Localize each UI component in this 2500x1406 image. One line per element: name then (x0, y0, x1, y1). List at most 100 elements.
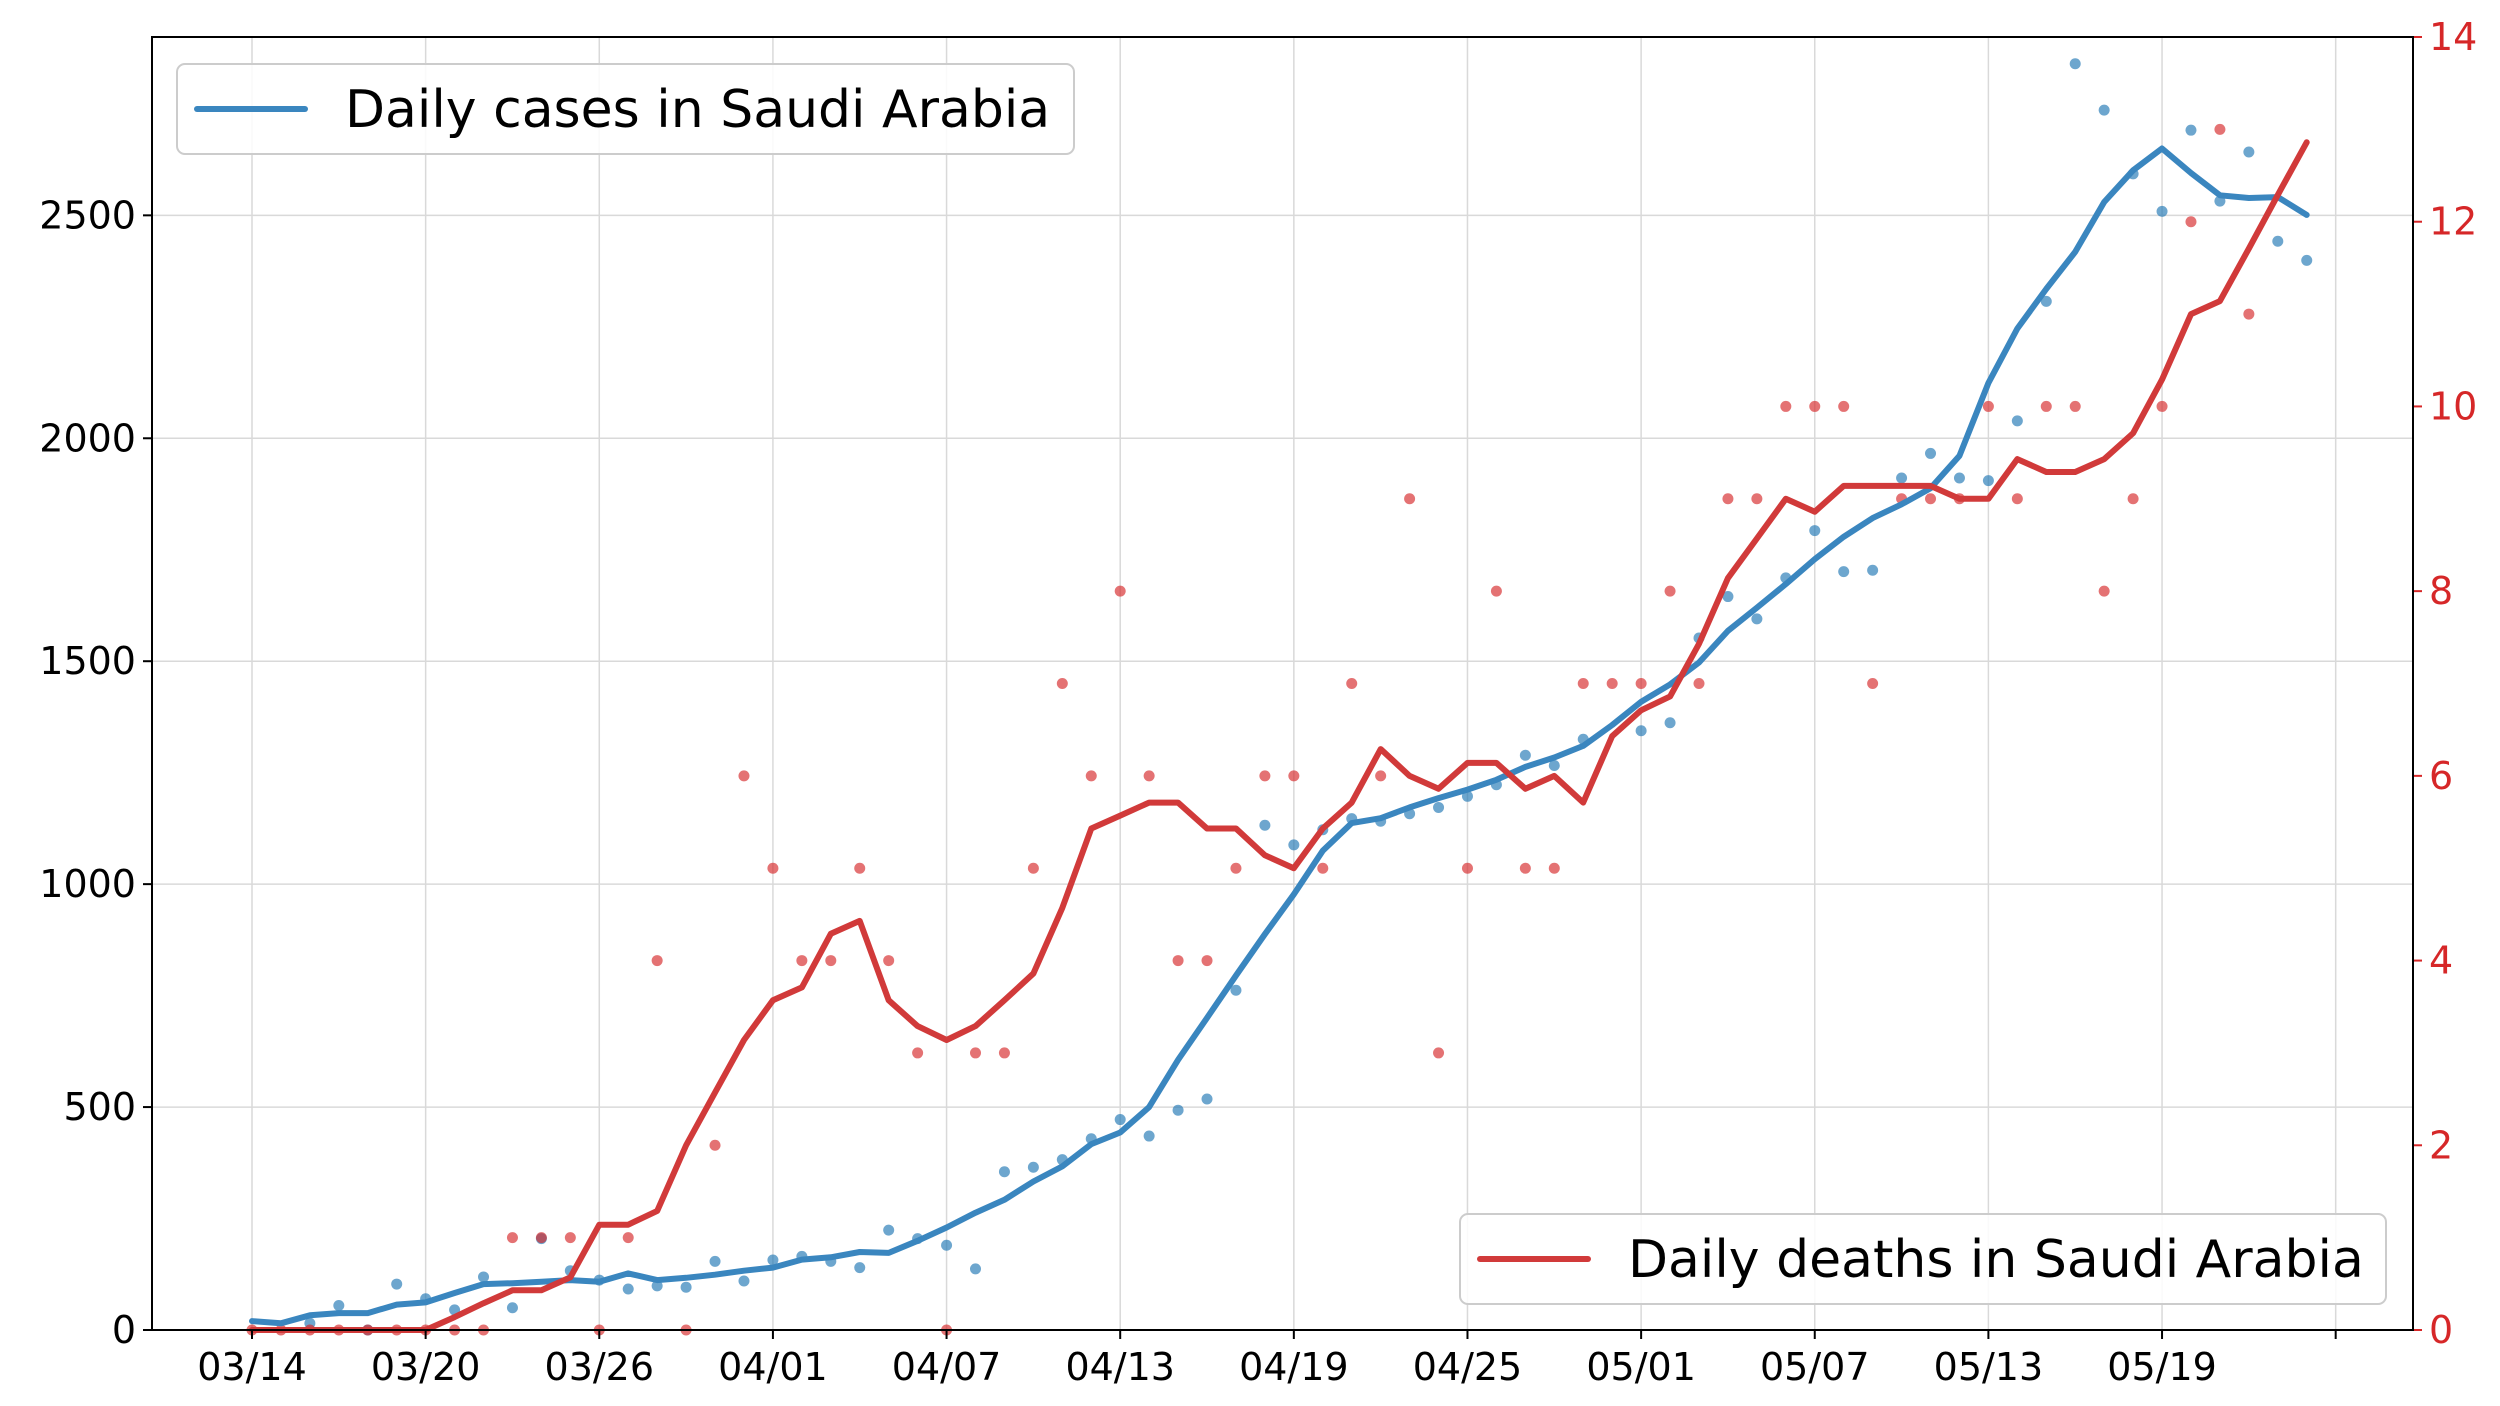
death-point (767, 862, 779, 874)
y-right-tick-label: 12 (2429, 200, 2477, 244)
case-point (1809, 525, 1821, 537)
death-point (1143, 770, 1155, 782)
death-point (1809, 400, 1821, 412)
y-left-tick-label: 1500 (39, 639, 136, 683)
death-point (1635, 678, 1647, 689)
case-point (1751, 613, 1763, 625)
death-point (1490, 585, 1502, 597)
death-point (1838, 400, 1850, 412)
case-point (738, 1275, 750, 1287)
death-point (883, 955, 895, 967)
case-point (1114, 1114, 1126, 1126)
x-tick-label: 04/13 (1065, 1345, 1175, 1389)
plot-frame (151, 36, 2414, 1331)
case-point (1664, 717, 1676, 729)
death-point (825, 955, 837, 967)
death-point (2011, 493, 2023, 505)
death-point (1201, 955, 1213, 967)
death-point (2185, 216, 2197, 228)
death-point (506, 1232, 518, 1244)
x-tick-label: 04/07 (892, 1345, 1002, 1389)
case-point (2243, 146, 2255, 158)
death-point (912, 1047, 924, 1059)
death-point (738, 770, 750, 782)
death-point (1548, 862, 1560, 874)
death-point (1172, 955, 1184, 967)
grid-lines (152, 37, 2413, 1331)
x-tick-label: 03/26 (545, 1345, 655, 1389)
death-point (1404, 493, 1416, 505)
case-point (2098, 104, 2110, 116)
death-point (535, 1232, 547, 1244)
death-point (622, 1232, 634, 1244)
y-left-tick-label: 2000 (39, 416, 136, 460)
case-point (970, 1263, 981, 1275)
death-point (1346, 678, 1358, 689)
case-point (1519, 749, 1531, 761)
death-point (1519, 862, 1531, 874)
death-point (1982, 400, 1994, 412)
case-point (1722, 591, 1734, 603)
case-point (651, 1280, 663, 1292)
y-right-tick-label: 8 (2429, 569, 2453, 613)
death-point (1722, 493, 1734, 505)
death-point (2214, 123, 2226, 135)
death-point (2127, 493, 2139, 505)
x-tick-label: 03/14 (197, 1345, 307, 1389)
case-point (883, 1224, 895, 1236)
death-point (1461, 862, 1473, 874)
series-lines (249, 139, 2310, 1333)
y-right-tick-label: 10 (2429, 384, 2477, 428)
death-point (2040, 400, 2052, 412)
death-point (1085, 770, 1097, 782)
case-point (998, 1166, 1010, 1178)
data-points (246, 58, 2313, 1336)
y-right-tick-label: 0 (2429, 1308, 2453, 1352)
case-point (333, 1299, 345, 1311)
case-point (1201, 1093, 1213, 1105)
case-point (1925, 447, 1937, 459)
cases-line (249, 145, 2310, 1327)
death-point (1751, 493, 1763, 505)
death-point (1114, 585, 1126, 597)
x-tick-label: 04/25 (1413, 1345, 1523, 1389)
death-point (2243, 308, 2255, 320)
death-point (998, 1047, 1010, 1059)
case-point (478, 1271, 490, 1283)
y-left-tick-label: 500 (63, 1085, 136, 1129)
case-point (622, 1283, 634, 1295)
x-tick-label: 05/01 (1586, 1345, 1696, 1389)
death-point (1027, 862, 1039, 874)
x-tick-label: 04/19 (1239, 1345, 1349, 1389)
case-point (1982, 475, 1994, 487)
case-point (1548, 760, 1560, 772)
y-right-tick-label: 2 (2429, 1123, 2453, 1167)
case-point (1867, 564, 1879, 576)
death-point (1925, 493, 1937, 505)
x-tick-label: 05/13 (1934, 1345, 2044, 1389)
y-left-tick-label: 0 (112, 1308, 136, 1352)
death-point (2098, 585, 2110, 597)
death-point (2069, 400, 2081, 412)
death-point (970, 1047, 981, 1059)
case-point (709, 1255, 721, 1267)
case-point (1027, 1161, 1039, 1173)
legend-cases: Daily cases in Saudi Arabia (176, 63, 1075, 155)
case-point (1953, 472, 1965, 484)
case-point (1172, 1104, 1184, 1116)
y-left-tick-label: 1000 (39, 862, 136, 906)
death-point (1664, 585, 1676, 597)
case-point (391, 1278, 403, 1290)
legend-deaths-label: Daily deaths in Saudi Arabia (1628, 1230, 2364, 1290)
case-point (941, 1239, 953, 1251)
case-point (2069, 58, 2081, 70)
death-point (709, 1139, 721, 1151)
case-point (1288, 839, 1300, 851)
case-point (854, 1262, 866, 1274)
case-point (1433, 801, 1445, 813)
case-point (1461, 790, 1473, 802)
death-point (1317, 862, 1329, 874)
case-point (1230, 984, 1242, 996)
case-point (506, 1302, 518, 1314)
